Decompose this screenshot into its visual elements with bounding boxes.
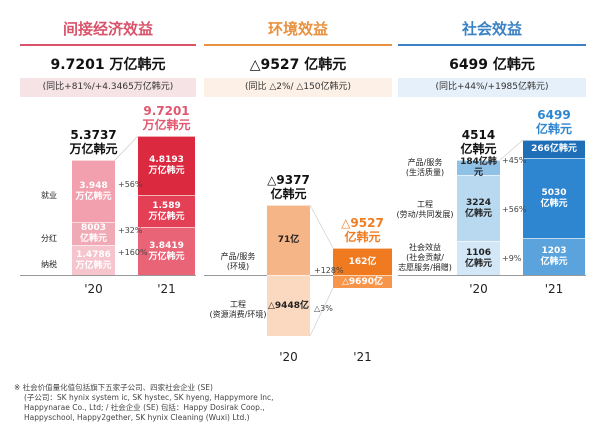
year-label: '21 <box>353 350 372 364</box>
bar-total-label: △9527 亿韩元 <box>341 216 384 244</box>
footnote-line: ※ 社会价值量化值包括旗下五家子公司、四家社会企业 (SE) <box>14 383 213 392</box>
bar-segment: 8003 亿韩元 <box>72 222 115 245</box>
year-label: '21 <box>544 282 564 296</box>
bar-segment: 1.4786 万亿韩元 <box>72 245 115 275</box>
yoy-band: (同比+81%/+4.3465万亿韩元) <box>20 78 196 97</box>
footnote-line: Happynarae Co., Ltd; / 社会企业 (SE) 包括：Happ… <box>24 403 265 412</box>
year-label: '20 <box>84 282 103 296</box>
connector-line <box>114 135 139 161</box>
bar-segment: △9690亿 <box>333 275 392 288</box>
panel-title: 社会效益 <box>461 20 522 38</box>
bar-total-label: 6499 亿韩元 <box>535 108 572 136</box>
panel-divider <box>398 44 586 46</box>
change-label: +56% <box>118 180 143 189</box>
yoy-band: (同比+44%/+1985亿韩元) <box>398 78 586 97</box>
bar-segment: 1106 亿韩元 <box>457 241 500 275</box>
change-label: +9% <box>502 254 522 263</box>
bar-segment: 1203 亿韩元 <box>523 238 585 275</box>
panel-divider <box>20 44 196 46</box>
footnote-line: Happyschool, Happy2gether, SK hynix Clea… <box>24 413 250 422</box>
bar-segment: 184亿韩元 <box>457 157 500 178</box>
footnote-line: (子公司：SK hynix system ic, SK hystec, SK h… <box>24 393 274 402</box>
panel-total: 9.7201 万亿韩元 <box>50 57 166 73</box>
year-label: '20 <box>469 282 488 296</box>
change-label: △3% <box>314 304 333 313</box>
bar-segment: 162亿 <box>333 248 392 275</box>
connector-line <box>309 204 334 249</box>
change-label: +45% <box>502 156 527 165</box>
panel-title: 环境效益 <box>267 20 328 38</box>
change-label: +128% <box>314 266 344 275</box>
category-label: 社会效益 (社会贡献/ 志愿服务/捐赠) <box>398 243 452 272</box>
panel-divider <box>204 44 392 46</box>
bar-segment: △9448亿 <box>267 275 310 336</box>
bar-total-label: 5.3737 万亿韩元 <box>69 128 118 156</box>
footnote: ※ 社会价值量化值包括旗下五家子公司、四家社会企业 (SE) (子公司：SK h… <box>14 383 374 423</box>
panel-title: 间接经济效益 <box>62 20 153 38</box>
year-label: '20 <box>279 350 298 364</box>
category-label: 工程 (资源消费/环境) <box>209 300 267 319</box>
bar-segment: 3224 亿韩元 <box>457 175 500 241</box>
bar-segment: 1.589 万亿韩元 <box>138 195 195 227</box>
category-label: 工程 (劳动/共同发展) <box>396 200 454 219</box>
panel-total: 6499 亿韩元 <box>449 57 535 73</box>
yoy-band: (同比 △2%/ △150亿韩元) <box>204 78 392 97</box>
change-label: +56% <box>502 205 527 214</box>
bar-total-label: △9377 亿韩元 <box>267 173 310 201</box>
bar-total-label: 9.7201 万亿韩元 <box>142 104 191 132</box>
baseline <box>398 275 586 276</box>
bar-segment: 4.8193 万亿韩元 <box>138 136 195 195</box>
category-label: 产品/服务 (环境) <box>220 252 256 271</box>
category-label: 纳税 <box>41 260 57 269</box>
bar-segment: 3.8419 万亿韩元 <box>138 227 195 275</box>
bar-segment: 3.948 万亿韩元 <box>72 160 115 222</box>
change-label: +160% <box>118 248 148 257</box>
year-label: '21 <box>157 282 176 296</box>
change-label: +32% <box>118 226 143 235</box>
connector-line <box>499 139 524 161</box>
category-label: 产品/服务 (生活质量) <box>405 158 445 177</box>
connector-line <box>309 287 334 337</box>
panel-total: △9527 亿韩元 <box>249 57 347 73</box>
category-label: 分红 <box>41 234 57 243</box>
bar-total-label: 4514 亿韩元 <box>460 128 497 156</box>
bar-segment: 71亿 <box>267 205 310 275</box>
bar-segment: 5030 亿韩元 <box>523 158 585 238</box>
baseline <box>20 275 196 276</box>
category-label: 就业 <box>41 191 57 200</box>
bar-segment: 266亿韩元 <box>523 140 585 158</box>
